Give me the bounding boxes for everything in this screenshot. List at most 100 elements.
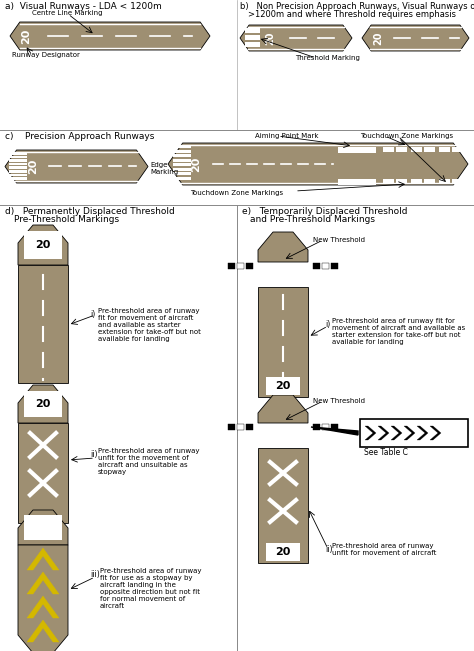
- Bar: [452, 147, 463, 152]
- Text: Centre Line Marking: Centre Line Marking: [32, 10, 102, 16]
- Bar: [338, 179, 376, 185]
- Bar: [9, 163, 27, 165]
- Bar: [173, 176, 191, 180]
- Bar: [266, 543, 300, 561]
- Text: 20: 20: [28, 158, 38, 174]
- Text: 20: 20: [35, 399, 51, 409]
- Text: i): i): [325, 320, 330, 329]
- Bar: [245, 42, 260, 47]
- Bar: [9, 177, 27, 180]
- Polygon shape: [365, 426, 376, 440]
- Bar: [173, 158, 191, 161]
- Polygon shape: [168, 143, 468, 185]
- Bar: [9, 167, 27, 169]
- Text: Touchdown Zone Markings: Touchdown Zone Markings: [191, 190, 283, 196]
- Text: Touchdown Zone Markings: Touchdown Zone Markings: [360, 133, 453, 139]
- Text: 20: 20: [35, 240, 51, 250]
- Text: and Pre-Threshold Markings: and Pre-Threshold Markings: [250, 215, 375, 224]
- Text: a)  Visual Runways - LDA < 1200m: a) Visual Runways - LDA < 1200m: [5, 2, 162, 11]
- Text: 20: 20: [275, 381, 291, 391]
- Bar: [9, 152, 27, 154]
- Bar: [9, 156, 27, 158]
- Bar: [173, 167, 191, 171]
- Polygon shape: [18, 510, 68, 545]
- Polygon shape: [5, 150, 148, 183]
- Bar: [322, 424, 329, 430]
- Text: ii): ii): [90, 450, 98, 459]
- Polygon shape: [258, 232, 308, 262]
- Bar: [383, 147, 394, 152]
- Text: Aiming Point Mark: Aiming Point Mark: [255, 133, 319, 139]
- Bar: [331, 263, 338, 269]
- Bar: [439, 147, 450, 152]
- Polygon shape: [430, 426, 441, 440]
- Polygon shape: [268, 270, 284, 286]
- Text: See Table C: See Table C: [364, 448, 408, 457]
- Text: Pre-threshold area of runway fit for
movement of aircraft and available as
start: Pre-threshold area of runway fit for mov…: [332, 318, 465, 345]
- Polygon shape: [27, 596, 59, 618]
- Bar: [322, 263, 329, 269]
- Polygon shape: [257, 270, 273, 286]
- Bar: [338, 147, 376, 153]
- Polygon shape: [378, 426, 389, 440]
- Polygon shape: [417, 426, 428, 440]
- Bar: [173, 154, 191, 157]
- Bar: [24, 231, 62, 259]
- Polygon shape: [18, 225, 68, 265]
- Text: Edge
Marking: Edge Marking: [150, 162, 178, 175]
- Bar: [383, 179, 394, 184]
- Text: iii): iii): [90, 570, 100, 579]
- Text: >1200m and where Threshold requires emphasis: >1200m and where Threshold requires emph…: [248, 10, 456, 19]
- Polygon shape: [27, 572, 59, 594]
- Bar: [396, 179, 407, 184]
- Polygon shape: [391, 426, 402, 440]
- Text: Pre-threshold area of runway
fit for use as a stopway by
aircraft landing in the: Pre-threshold area of runway fit for use…: [100, 568, 201, 609]
- Bar: [9, 174, 27, 176]
- Text: e)   Temporarily Displaced Threshold: e) Temporarily Displaced Threshold: [242, 207, 408, 216]
- Bar: [424, 179, 435, 184]
- Polygon shape: [27, 620, 59, 642]
- Bar: [266, 377, 300, 395]
- Text: New Threshold: New Threshold: [313, 398, 365, 404]
- Bar: [228, 424, 235, 430]
- Bar: [9, 170, 27, 173]
- Polygon shape: [18, 545, 68, 651]
- Bar: [245, 28, 260, 33]
- Bar: [173, 163, 191, 166]
- Bar: [228, 263, 235, 269]
- Text: 20: 20: [265, 31, 275, 45]
- Polygon shape: [311, 427, 358, 435]
- Bar: [424, 147, 435, 152]
- Text: Pre-threshold area of runway
fit for movement of aircraft
and available as start: Pre-threshold area of runway fit for mov…: [98, 308, 201, 342]
- Polygon shape: [10, 22, 210, 50]
- Bar: [313, 263, 320, 269]
- Text: Pre-threshold area of runway
unfit for the movement of
aircraft and unsuitable a: Pre-threshold area of runway unfit for t…: [98, 448, 200, 475]
- Bar: [246, 263, 253, 269]
- Bar: [237, 263, 244, 269]
- Polygon shape: [268, 431, 284, 447]
- Text: 20: 20: [191, 156, 201, 172]
- Bar: [173, 150, 191, 152]
- Polygon shape: [240, 25, 352, 51]
- Text: ii): ii): [325, 545, 332, 554]
- Bar: [360, 419, 468, 447]
- Text: c)    Precision Approach Runways: c) Precision Approach Runways: [5, 132, 155, 141]
- Polygon shape: [258, 395, 308, 423]
- Text: Runway Designator: Runway Designator: [12, 52, 80, 58]
- Bar: [331, 424, 338, 430]
- Text: i): i): [90, 310, 95, 319]
- Text: New Threshold: New Threshold: [313, 237, 365, 243]
- Polygon shape: [290, 270, 306, 286]
- Polygon shape: [258, 287, 308, 397]
- Bar: [173, 172, 191, 175]
- Bar: [237, 424, 244, 430]
- Polygon shape: [18, 423, 68, 523]
- Bar: [411, 179, 422, 184]
- Bar: [439, 179, 450, 184]
- Bar: [245, 35, 260, 40]
- Polygon shape: [257, 431, 273, 447]
- Text: 20: 20: [275, 547, 291, 557]
- Text: 20: 20: [21, 28, 31, 44]
- Text: 20: 20: [373, 31, 383, 45]
- Bar: [173, 145, 191, 148]
